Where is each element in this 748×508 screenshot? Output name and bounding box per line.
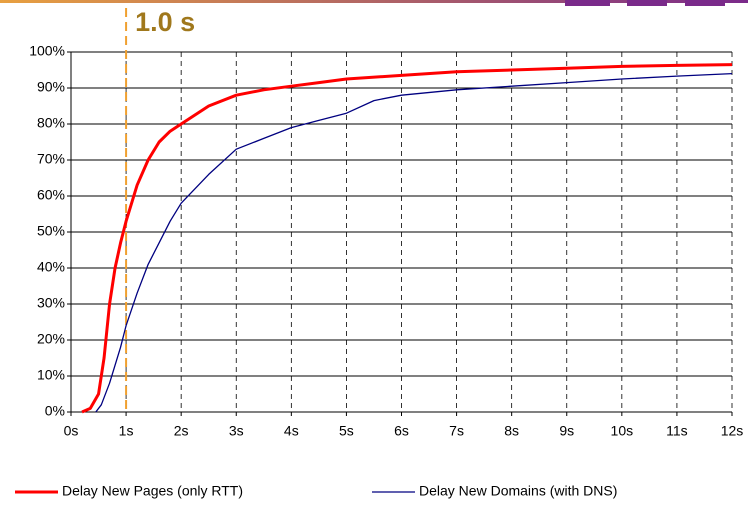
y-tick-label: 50% — [37, 223, 65, 239]
y-tick-label: 60% — [37, 187, 65, 203]
top-block — [685, 0, 725, 6]
x-tick-label: 3s — [229, 423, 244, 439]
legend-label: Delay New Domains (with DNS) — [419, 483, 617, 499]
top-block — [565, 0, 610, 6]
y-tick-label: 70% — [37, 151, 65, 167]
x-tick-label: 9s — [559, 423, 574, 439]
legend-label: Delay New Pages (only RTT) — [62, 483, 243, 499]
y-tick-label: 40% — [37, 259, 65, 275]
y-tick-label: 30% — [37, 295, 65, 311]
y-tick-label: 100% — [29, 43, 65, 59]
x-tick-label: 1s — [119, 423, 134, 439]
x-tick-label: 5s — [339, 423, 354, 439]
y-tick-label: 20% — [37, 331, 65, 347]
x-tick-label: 0s — [64, 423, 79, 439]
series-line — [95, 72, 733, 413]
x-tick-label: 10s — [611, 423, 634, 439]
y-tick-label: 80% — [37, 115, 65, 131]
y-tick-label: 90% — [37, 79, 65, 95]
y-tick-label: 0% — [45, 403, 65, 419]
y-tick-label: 10% — [37, 367, 65, 383]
series-line — [81, 63, 733, 414]
x-tick-label: 4s — [284, 423, 299, 439]
x-tick-label: 12s — [721, 423, 744, 439]
x-tick-label: 8s — [504, 423, 519, 439]
top-bar — [0, 0, 748, 3]
top-block — [627, 0, 667, 6]
x-tick-label: 7s — [449, 423, 464, 439]
x-tick-label: 2s — [174, 423, 189, 439]
annotation: 1.0 s — [135, 7, 195, 37]
x-tick-label: 11s — [666, 423, 688, 439]
x-tick-label: 6s — [394, 423, 409, 439]
